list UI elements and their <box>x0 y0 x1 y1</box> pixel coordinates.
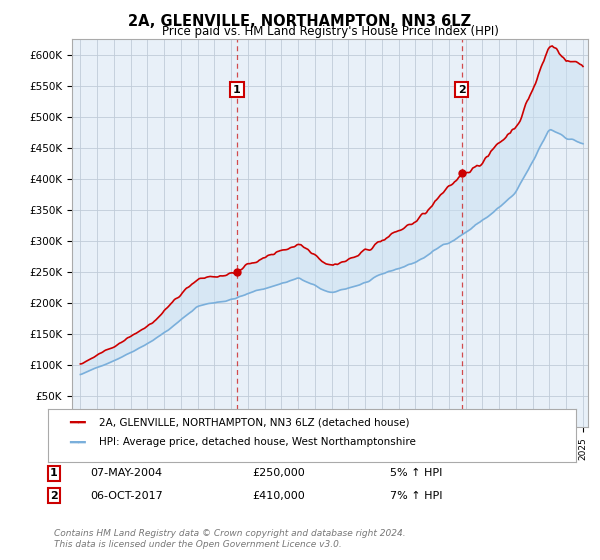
Text: £250,000: £250,000 <box>252 468 305 478</box>
Text: 07-MAY-2004: 07-MAY-2004 <box>90 468 162 478</box>
Text: 1: 1 <box>233 85 241 95</box>
Text: 2A, GLENVILLE, NORTHAMPTON, NN3 6LZ: 2A, GLENVILLE, NORTHAMPTON, NN3 6LZ <box>128 14 472 29</box>
Text: 1: 1 <box>50 468 58 478</box>
Text: 2A, GLENVILLE, NORTHAMPTON, NN3 6LZ (detached house): 2A, GLENVILLE, NORTHAMPTON, NN3 6LZ (det… <box>99 418 409 428</box>
Text: 2: 2 <box>458 85 466 95</box>
Title: Price paid vs. HM Land Registry's House Price Index (HPI): Price paid vs. HM Land Registry's House … <box>161 25 499 38</box>
Text: 2: 2 <box>50 491 58 501</box>
Text: HPI: Average price, detached house, West Northamptonshire: HPI: Average price, detached house, West… <box>99 437 416 447</box>
Text: 06-OCT-2017: 06-OCT-2017 <box>90 491 163 501</box>
Text: ━━: ━━ <box>69 436 86 449</box>
Text: 7% ↑ HPI: 7% ↑ HPI <box>390 491 443 501</box>
Text: ━━: ━━ <box>69 416 86 430</box>
Text: Contains HM Land Registry data © Crown copyright and database right 2024.
This d: Contains HM Land Registry data © Crown c… <box>54 529 406 549</box>
Text: £410,000: £410,000 <box>252 491 305 501</box>
Text: 5% ↑ HPI: 5% ↑ HPI <box>390 468 442 478</box>
